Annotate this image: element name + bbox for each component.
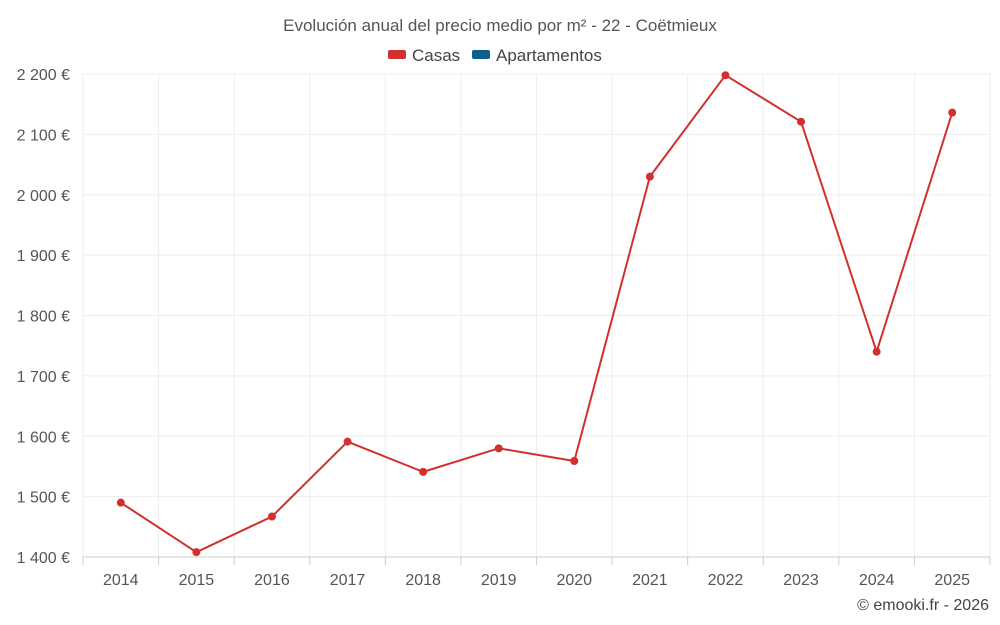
data-point-2020[interactable]: [570, 457, 579, 466]
axes: 1 400 € 1 500 € 1 600 € 1 700 € 1 800 € 1 900…: [17, 67, 991, 589]
data-point-2023[interactable]: [797, 117, 806, 126]
chart-title: Evolución anual del precio medio por m² …: [283, 16, 717, 35]
credit-text: © emooki.fr - 2026: [857, 597, 989, 614]
legend-swatch-apartamentos: [472, 50, 490, 59]
x-tick-label: 2024: [859, 572, 895, 589]
series-line-casas: [120, 74, 954, 554]
legend-label-apartamentos: Apartamentos: [496, 46, 602, 65]
x-tick-label: 2021: [632, 572, 668, 589]
data-point-2025[interactable]: [948, 108, 957, 117]
x-tick-label: 2023: [783, 572, 819, 589]
gridlines: [82, 73, 991, 558]
y-tick-label: 1 500 €: [17, 490, 70, 507]
y-tick-label: 1 900 €: [17, 248, 70, 265]
x-tick-label: 2020: [556, 572, 592, 589]
data-point-2022[interactable]: [721, 71, 730, 80]
y-tick-label: 1 700 €: [17, 369, 70, 386]
data-point-2015[interactable]: [192, 548, 201, 557]
x-tick-label: 2014: [103, 572, 139, 589]
x-tick-label: 2025: [934, 572, 970, 589]
y-tick-label: 1 800 €: [17, 309, 70, 326]
legend: Casas Apartamentos: [388, 46, 602, 65]
y-tick-label: 2 200 €: [17, 67, 70, 84]
y-tick-label: 1 400 €: [17, 550, 70, 567]
legend-item-casas[interactable]: Casas: [388, 46, 460, 65]
data-point-2016[interactable]: [267, 512, 276, 521]
series-casas: [116, 71, 957, 557]
data-point-2021[interactable]: [645, 172, 654, 181]
x-tick-label: 2019: [481, 572, 517, 589]
y-tick-label: 2 000 €: [17, 188, 70, 205]
data-point-2024[interactable]: [872, 347, 881, 356]
legend-swatch-casas: [388, 50, 406, 59]
x-tick-label: 2017: [330, 572, 366, 589]
legend-label-casas: Casas: [412, 46, 460, 65]
x-tick-label: 2015: [179, 572, 215, 589]
y-tick-label: 1 600 €: [17, 429, 70, 446]
x-tick-label: 2022: [708, 572, 744, 589]
x-tick-label: 2016: [254, 572, 290, 589]
data-point-2017[interactable]: [343, 437, 352, 446]
y-tick-label: 2 100 €: [17, 127, 70, 144]
x-tick-label: 2018: [405, 572, 441, 589]
data-point-2014[interactable]: [116, 498, 125, 507]
legend-item-apartamentos[interactable]: Apartamentos: [472, 46, 602, 65]
data-point-2019[interactable]: [494, 444, 503, 453]
data-point-2018[interactable]: [419, 467, 428, 476]
